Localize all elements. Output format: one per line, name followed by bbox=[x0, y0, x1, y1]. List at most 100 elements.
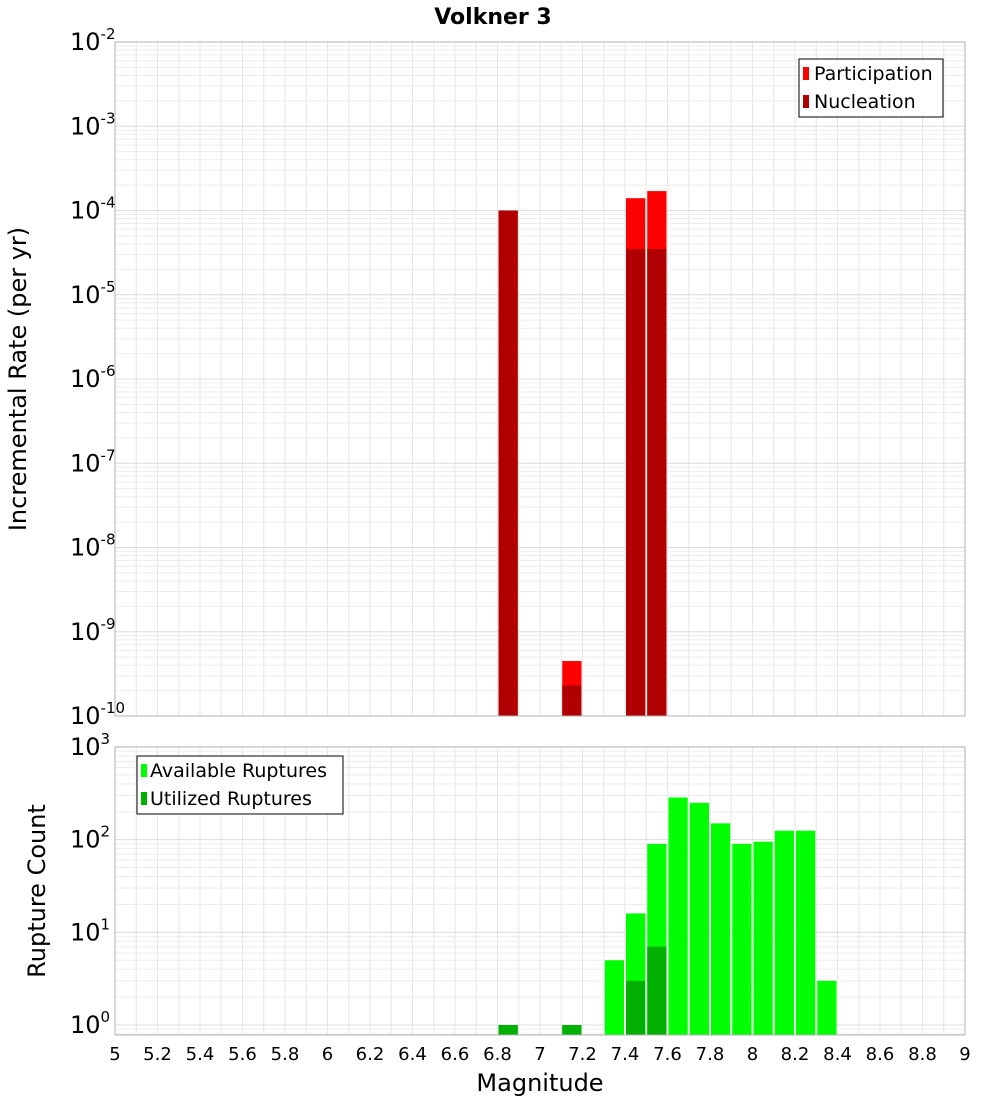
legend-label-nucleation: Nucleation bbox=[814, 91, 916, 113]
x-axis-label: Magnitude bbox=[476, 1069, 603, 1097]
top-bar-nucleation-7_15 bbox=[562, 685, 582, 716]
y-tick-exponent: -6 bbox=[101, 362, 116, 380]
bottom-bar-available-ruptures-8_15 bbox=[774, 830, 794, 1035]
top-y-tick-label: 10-4 bbox=[70, 194, 116, 225]
legend-swatch-utilized bbox=[141, 792, 147, 805]
y-tick-base: 10 bbox=[70, 197, 101, 225]
y-tick-exponent: 3 bbox=[101, 730, 111, 748]
top-y-tick-label: 10-8 bbox=[70, 531, 116, 562]
y-tick-base: 10 bbox=[70, 733, 101, 761]
x-tick-label: 7.4 bbox=[611, 1044, 640, 1065]
y-tick-base: 10 bbox=[70, 449, 101, 477]
bottom-legend-box bbox=[136, 755, 344, 815]
y-tick-exponent: -2 bbox=[101, 25, 116, 43]
bottom-y-tick-label: 101 bbox=[70, 915, 110, 946]
bottom-bar-utilized-ruptures-6_85 bbox=[498, 1025, 518, 1035]
x-tick-label: 5.6 bbox=[228, 1044, 257, 1065]
y-tick-exponent: -8 bbox=[101, 531, 116, 549]
y-tick-base: 10 bbox=[70, 702, 101, 730]
top-y-tick-label: 10-3 bbox=[70, 109, 116, 140]
x-tick-label: 5.4 bbox=[186, 1044, 215, 1065]
chart-title: Volkner 3 bbox=[434, 5, 552, 30]
bottom-bars bbox=[498, 797, 837, 1035]
bottom-y-tick-label: 102 bbox=[70, 823, 110, 854]
bottom-bar-available-ruptures-8_05 bbox=[753, 841, 773, 1035]
top-plot-frame bbox=[114, 41, 966, 717]
y-tick-base: 10 bbox=[70, 826, 101, 854]
x-tick-label: 5.2 bbox=[143, 1044, 172, 1065]
y-tick-base: 10 bbox=[70, 281, 101, 309]
y-tick-base: 10 bbox=[70, 534, 101, 562]
bottom-bar-available-ruptures-7_95 bbox=[732, 843, 752, 1035]
top-y-tick-label: 10-6 bbox=[70, 362, 116, 393]
top-grid bbox=[114, 42, 966, 717]
x-tick-label: 8.2 bbox=[781, 1044, 810, 1065]
top-legend: Participation Nucleation bbox=[798, 58, 944, 118]
y-tick-exponent: 2 bbox=[101, 823, 111, 841]
bottom-bar-available-ruptures-7_65 bbox=[668, 797, 688, 1035]
x-tick-label: 8.4 bbox=[823, 1044, 852, 1065]
bottom-bar-utilized-ruptures-7_15 bbox=[562, 1025, 582, 1035]
y-tick-base: 10 bbox=[70, 112, 101, 140]
legend-swatch-available bbox=[141, 764, 147, 777]
bottom-y-tick-label: 103 bbox=[70, 730, 110, 761]
top-y-tick-label: 10-9 bbox=[70, 615, 116, 646]
x-tick-label: 6.4 bbox=[398, 1044, 427, 1065]
x-tick-label: 6.6 bbox=[441, 1044, 470, 1065]
top-y-tick-label: 10-2 bbox=[70, 25, 116, 56]
bottom-y-tick-label: 100 bbox=[70, 1008, 110, 1039]
y-tick-exponent: -10 bbox=[101, 699, 126, 717]
bottom-bar-utilized-ruptures-7_45 bbox=[626, 980, 646, 1035]
y-tick-base: 10 bbox=[70, 1011, 101, 1039]
y-tick-exponent: -7 bbox=[101, 446, 116, 464]
bottom-plot-frame bbox=[114, 746, 966, 1036]
x-tick-label: 8.8 bbox=[908, 1044, 937, 1065]
x-tick-label: 9 bbox=[959, 1044, 970, 1065]
y-tick-exponent: 1 bbox=[101, 915, 111, 933]
top-y-axis-label: Incremental Rate (per yr) bbox=[4, 227, 32, 531]
y-tick-base: 10 bbox=[70, 918, 101, 946]
bottom-bar-available-ruptures-8_35 bbox=[817, 980, 837, 1035]
legend-label-available: Available Ruptures bbox=[150, 760, 327, 782]
top-y-tick-label: 10-5 bbox=[70, 278, 116, 309]
y-tick-exponent: -5 bbox=[101, 278, 116, 296]
y-tick-exponent: -3 bbox=[101, 109, 116, 127]
legend-label-utilized: Utilized Ruptures bbox=[150, 788, 312, 810]
x-tick-label: 7.8 bbox=[696, 1044, 725, 1065]
x-tick-label: 8.6 bbox=[866, 1044, 895, 1065]
legend-swatch-participation bbox=[803, 67, 809, 80]
x-tick-labels: 5 5.2 5.4 5.6 5.8 6 6.2 6.4 6.6 6.8 7 7.2 7.4 7.6 7.8 8… bbox=[109, 1044, 970, 1065]
x-tick-label: 6.2 bbox=[356, 1044, 385, 1065]
x-tick-label: 6 bbox=[322, 1044, 333, 1065]
top-legend-box bbox=[798, 58, 944, 118]
bottom-bar-available-ruptures-7_35 bbox=[604, 960, 624, 1035]
bottom-bar-utilized-ruptures-7_55 bbox=[647, 946, 667, 1035]
x-tick-label: 5 bbox=[109, 1044, 120, 1065]
y-tick-exponent: -9 bbox=[101, 615, 116, 633]
legend-swatch-nucleation bbox=[803, 95, 809, 108]
x-tick-label: 6.8 bbox=[483, 1044, 512, 1065]
y-tick-base: 10 bbox=[70, 365, 101, 393]
legend-label-participation: Participation bbox=[814, 63, 933, 85]
bottom-bar-available-ruptures-8_25 bbox=[796, 830, 816, 1035]
top-bar-nucleation-6_85 bbox=[498, 210, 518, 716]
x-tick-label: 7.6 bbox=[653, 1044, 682, 1065]
bottom-y-axis-label: Rupture Count bbox=[23, 804, 51, 978]
top-bars bbox=[498, 191, 667, 717]
top-y-tick-label: 10-7 bbox=[70, 446, 116, 477]
x-tick-label: 8 bbox=[747, 1044, 758, 1065]
y-tick-exponent: -4 bbox=[101, 194, 116, 212]
x-tick-label: 7 bbox=[534, 1044, 545, 1065]
bottom-bar-available-ruptures-7_85 bbox=[711, 823, 731, 1035]
bottom-bar-available-ruptures-7_75 bbox=[689, 802, 709, 1035]
top-bar-nucleation-7_55 bbox=[647, 248, 667, 716]
top-bar-nucleation-7_45 bbox=[626, 248, 646, 716]
y-tick-base: 10 bbox=[70, 618, 101, 646]
x-tick-label: 5.8 bbox=[271, 1044, 300, 1065]
bottom-legend: Available Ruptures Utilized Ruptures bbox=[136, 755, 344, 815]
